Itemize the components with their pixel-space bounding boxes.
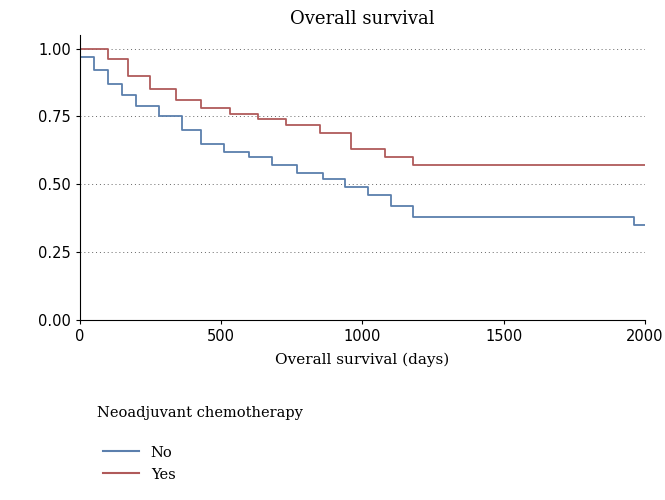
- Legend: No, Yes: No, Yes: [97, 440, 182, 488]
- Text: Neoadjuvant chemotherapy: Neoadjuvant chemotherapy: [97, 406, 303, 419]
- Title: Overall survival: Overall survival: [290, 10, 435, 28]
- X-axis label: Overall survival (days): Overall survival (days): [275, 352, 450, 367]
